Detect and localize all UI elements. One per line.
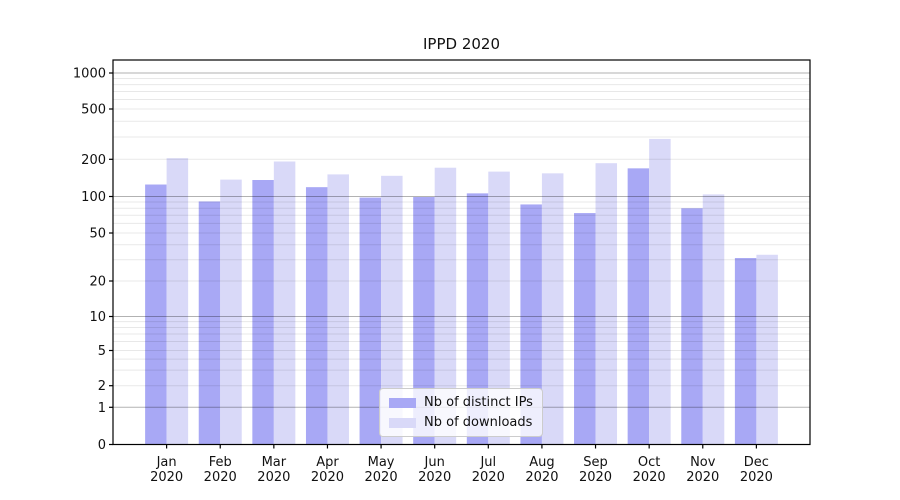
bar-downloads <box>434 167 457 445</box>
bar-downloads <box>756 254 778 445</box>
x-tick-label: Dec <box>744 455 769 470</box>
x-tick-label: 2020 <box>204 470 237 485</box>
x-tick-label: Sep <box>583 455 608 470</box>
bar-distinct-ips <box>145 184 167 445</box>
plot-border <box>112 59 811 446</box>
legend-swatch-downloads <box>389 417 416 428</box>
x-tick-label: 2020 <box>740 470 773 485</box>
bar-downloads <box>649 138 671 445</box>
y-tick-label: 0 <box>98 438 106 453</box>
bar-distinct-ips <box>734 258 757 445</box>
legend: Nb of distinct IPs Nb of downloads <box>379 388 543 437</box>
x-tick-label: Feb <box>209 455 232 470</box>
x-tick-label: Jul <box>479 455 496 470</box>
x-tick-label: Jan <box>156 455 177 470</box>
x-tick-label: Jun <box>424 455 445 470</box>
bar-distinct-ips <box>681 208 703 445</box>
y-tick-label: 100 <box>81 190 106 205</box>
x-tick-label: May <box>368 455 395 470</box>
bar-distinct-ips <box>305 187 328 445</box>
legend-label-downloads: Nb of downloads <box>424 415 533 430</box>
bar-distinct-ips <box>252 179 274 445</box>
x-tick-label: 2020 <box>633 470 666 485</box>
legend-item-distinct-ips: Nb of distinct IPs <box>389 395 533 410</box>
x-tick-label: 2020 <box>365 470 398 485</box>
x-tick-label: 2020 <box>150 470 183 485</box>
bar-downloads <box>595 163 618 445</box>
bar-distinct-ips <box>466 193 489 445</box>
bar-downloads <box>220 179 242 445</box>
chart-title: IPPD 2020 <box>422 35 500 53</box>
bar-downloads <box>381 175 403 445</box>
bar-distinct-ips <box>413 197 435 445</box>
x-tick-label: 2020 <box>311 470 344 485</box>
bar-distinct-ips <box>520 204 542 445</box>
y-tick-label: 50 <box>89 227 106 242</box>
x-tick-label: 2020 <box>579 470 612 485</box>
bar-downloads <box>702 194 725 445</box>
y-tick-label: 5 <box>98 344 106 359</box>
legend-swatch-distinct-ips <box>389 397 416 408</box>
x-tick-label: Oct <box>638 455 660 470</box>
x-tick-label: 2020 <box>525 470 558 485</box>
y-tick-label: 20 <box>89 275 106 290</box>
bar-downloads <box>166 158 189 445</box>
x-tick-label: Aug <box>529 455 554 470</box>
y-tick-label: 200 <box>81 153 106 168</box>
bar-downloads <box>327 174 349 445</box>
x-tick-label: Nov <box>690 455 716 470</box>
x-tick-label: Apr <box>316 455 339 470</box>
bar-distinct-ips <box>198 201 221 445</box>
bar-distinct-ips <box>359 197 382 445</box>
y-tick-label: 10 <box>89 310 106 325</box>
bar-distinct-ips <box>574 213 596 445</box>
bar-downloads <box>541 173 564 445</box>
x-tick-label: 2020 <box>472 470 505 485</box>
y-tick-label: 1 <box>98 401 106 416</box>
bar-downloads <box>273 161 296 445</box>
bar-distinct-ips <box>627 168 650 445</box>
bar-downloads <box>488 171 510 445</box>
x-tick-label: 2020 <box>686 470 719 485</box>
x-tick-label: 2020 <box>418 470 451 485</box>
legend-label-distinct-ips: Nb of distinct IPs <box>424 395 533 410</box>
y-tick-label: 2 <box>98 379 106 394</box>
legend-item-downloads: Nb of downloads <box>389 415 533 430</box>
x-tick-label: Mar <box>262 455 287 470</box>
x-tick-label: 2020 <box>257 470 290 485</box>
y-tick-label: 1000 <box>73 67 106 82</box>
y-tick-label: 500 <box>81 103 106 118</box>
